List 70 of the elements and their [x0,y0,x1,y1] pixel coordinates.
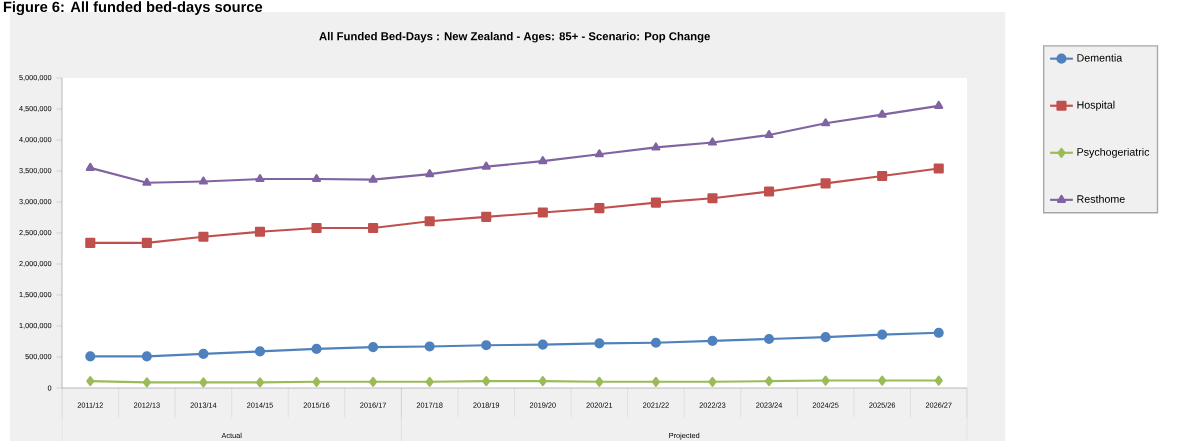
point [933,163,944,174]
point [707,137,718,146]
point [482,376,491,387]
point [764,376,774,387]
point [821,118,831,127]
point [141,237,152,248]
legend-label: Resthome [1077,194,1125,203]
point [142,177,152,186]
point [707,193,718,204]
point [594,149,604,158]
point [424,216,435,227]
point [312,376,321,387]
point [369,376,378,387]
point [650,197,661,208]
point [764,129,774,139]
point [650,337,661,348]
point [424,341,435,352]
point [254,346,266,357]
point [199,377,208,388]
point [877,170,888,182]
point [311,222,322,234]
point [311,343,322,354]
legend-label: Psychogeriatric [1077,147,1150,158]
point [594,338,605,349]
point [933,327,944,338]
point [198,348,209,359]
point [368,342,379,353]
point [425,169,435,178]
point [708,376,717,387]
point [368,174,378,183]
point [85,162,95,171]
point [537,207,548,218]
point [254,226,266,237]
point [368,222,379,234]
chart-title: All Funded Bed-Days : New Zealand - Ages: 85+ - Scenario: Pop Change [319,31,710,43]
point [707,335,718,346]
point [85,237,96,248]
point [651,142,661,151]
point [481,161,491,170]
point [877,109,887,118]
point [312,173,322,183]
point [538,376,547,387]
point [651,376,660,387]
point [425,376,434,387]
point [198,176,208,185]
point [481,340,492,351]
point [763,186,775,197]
point [878,375,887,386]
point [198,231,209,242]
point [820,332,831,343]
point [538,156,548,165]
point [142,377,151,388]
point [255,377,265,388]
point [821,375,830,386]
point [877,329,888,340]
point [481,211,492,222]
point [255,173,265,183]
legend-label: Hospital [1077,100,1115,111]
legend-label: Dementia [1077,53,1123,62]
caption: Figure 6: All funded bed-days source [3,1,263,15]
point [934,100,944,109]
point [141,351,152,362]
point [595,376,604,387]
point [86,376,95,387]
point [537,339,548,350]
point [594,203,605,214]
point [763,333,775,345]
point [934,375,943,386]
point [820,178,831,189]
point [85,351,96,362]
